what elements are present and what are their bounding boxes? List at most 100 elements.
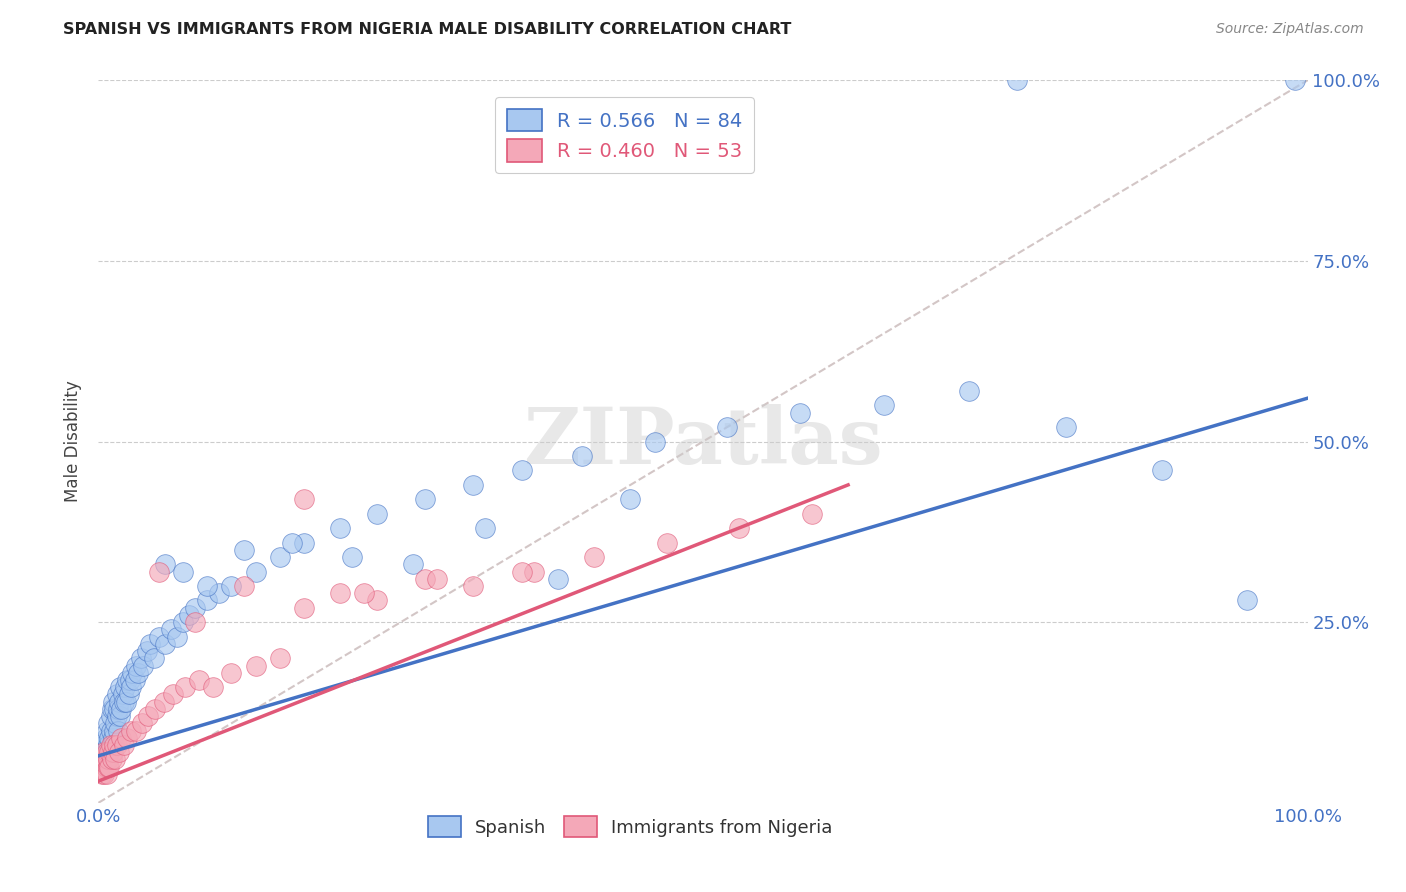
Point bbox=[413, 492, 436, 507]
Point bbox=[135, 644, 157, 658]
Point bbox=[91, 752, 114, 766]
Point bbox=[523, 565, 546, 579]
Point bbox=[97, 716, 120, 731]
Point bbox=[153, 637, 176, 651]
Point bbox=[139, 637, 162, 651]
Y-axis label: Male Disability: Male Disability bbox=[65, 381, 83, 502]
Point bbox=[329, 521, 352, 535]
Point bbox=[98, 745, 121, 759]
Point bbox=[108, 680, 131, 694]
Point bbox=[366, 507, 388, 521]
Point bbox=[103, 738, 125, 752]
Point bbox=[510, 565, 533, 579]
Point bbox=[510, 463, 533, 477]
Point bbox=[104, 716, 127, 731]
Point bbox=[281, 535, 304, 549]
Point bbox=[292, 600, 315, 615]
Text: ZIPatlas: ZIPatlas bbox=[523, 403, 883, 480]
Point bbox=[100, 738, 122, 752]
Point bbox=[162, 687, 184, 701]
Point bbox=[101, 731, 124, 745]
Legend: Spanish, Immigrants from Nigeria: Spanish, Immigrants from Nigeria bbox=[420, 809, 839, 845]
Point bbox=[112, 738, 135, 752]
Text: SPANISH VS IMMIGRANTS FROM NIGERIA MALE DISABILITY CORRELATION CHART: SPANISH VS IMMIGRANTS FROM NIGERIA MALE … bbox=[63, 22, 792, 37]
Point bbox=[100, 723, 122, 738]
Point bbox=[104, 752, 127, 766]
Point bbox=[121, 665, 143, 680]
Point bbox=[117, 731, 139, 745]
Point bbox=[98, 731, 121, 745]
Point bbox=[105, 687, 128, 701]
Point bbox=[98, 760, 121, 774]
Point bbox=[187, 673, 209, 687]
Point bbox=[179, 607, 201, 622]
Point bbox=[103, 702, 125, 716]
Point bbox=[125, 658, 148, 673]
Point bbox=[98, 745, 121, 759]
Point bbox=[100, 709, 122, 723]
Point bbox=[166, 630, 188, 644]
Point bbox=[716, 420, 738, 434]
Point bbox=[232, 542, 254, 557]
Point bbox=[1007, 73, 1029, 87]
Point bbox=[221, 579, 243, 593]
Point bbox=[413, 572, 436, 586]
Point bbox=[120, 680, 142, 694]
Point bbox=[96, 752, 118, 766]
Point bbox=[111, 687, 134, 701]
Point bbox=[789, 406, 811, 420]
Point bbox=[160, 623, 183, 637]
Point bbox=[426, 572, 449, 586]
Point bbox=[172, 565, 194, 579]
Point bbox=[547, 572, 569, 586]
Point bbox=[153, 558, 176, 572]
Point bbox=[195, 593, 218, 607]
Point bbox=[105, 738, 128, 752]
Point bbox=[114, 680, 136, 694]
Point bbox=[100, 738, 122, 752]
Point bbox=[148, 565, 170, 579]
Point bbox=[101, 745, 124, 759]
Point bbox=[152, 695, 174, 709]
Point bbox=[136, 709, 159, 723]
Point bbox=[96, 723, 118, 738]
Point bbox=[96, 767, 118, 781]
Point bbox=[90, 760, 112, 774]
Point bbox=[172, 615, 194, 630]
Point bbox=[118, 673, 141, 687]
Point bbox=[800, 507, 823, 521]
Point bbox=[269, 550, 291, 565]
Point bbox=[329, 586, 352, 600]
Point bbox=[208, 586, 231, 600]
Text: Source: ZipAtlas.com: Source: ZipAtlas.com bbox=[1216, 22, 1364, 37]
Point bbox=[108, 745, 131, 759]
Point bbox=[117, 673, 139, 687]
Point bbox=[94, 731, 117, 745]
Point bbox=[93, 745, 115, 759]
Point bbox=[131, 716, 153, 731]
Point bbox=[100, 752, 122, 766]
Point bbox=[132, 658, 155, 673]
Point bbox=[873, 398, 896, 412]
Point bbox=[202, 680, 225, 694]
Point bbox=[115, 695, 138, 709]
Point bbox=[366, 593, 388, 607]
Point bbox=[143, 651, 166, 665]
Point bbox=[148, 630, 170, 644]
Point bbox=[94, 745, 117, 759]
Point bbox=[1236, 593, 1258, 607]
Point bbox=[118, 687, 141, 701]
Point bbox=[91, 767, 114, 781]
Point bbox=[120, 723, 142, 738]
Point bbox=[195, 579, 218, 593]
Point bbox=[127, 665, 149, 680]
Point bbox=[474, 521, 496, 535]
Point bbox=[108, 709, 131, 723]
Point bbox=[292, 535, 315, 549]
Point bbox=[571, 449, 593, 463]
Point bbox=[728, 521, 751, 535]
Point bbox=[91, 752, 114, 766]
Point bbox=[463, 478, 485, 492]
Point bbox=[94, 760, 117, 774]
Point bbox=[957, 384, 980, 398]
